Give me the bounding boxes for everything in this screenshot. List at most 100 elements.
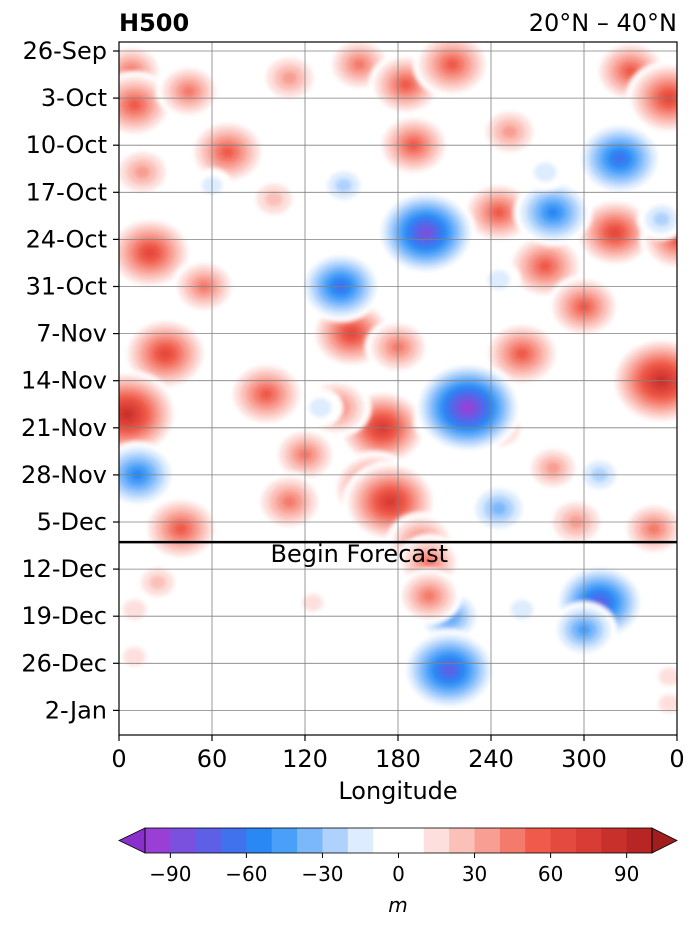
- y-tick-label: 5-Dec: [37, 508, 107, 536]
- x-axis: 0 60 120 180 240 300 0: [111, 735, 685, 773]
- colorbar-tick-label: −60: [225, 862, 267, 886]
- colorbar-swatch: [246, 828, 273, 853]
- colorbar-tick-label: 0: [392, 862, 405, 886]
- plot-area: [119, 42, 677, 735]
- title-right: 20°N – 40°N: [529, 9, 677, 37]
- x-tick-label: 240: [468, 745, 514, 773]
- anomaly-contour: [384, 496, 397, 507]
- colorbar-swatch: [145, 828, 171, 853]
- anomaly-contour: [501, 125, 518, 139]
- anomaly-cell: [499, 590, 545, 629]
- y-tick-label: 3-Oct: [41, 84, 107, 112]
- anomaly-contour: [534, 162, 557, 182]
- anomaly-contour: [492, 207, 505, 218]
- anomaly-contour: [221, 146, 234, 158]
- anomaly-contour: [658, 694, 677, 713]
- colorbar-swatch: [423, 828, 450, 853]
- anomaly-contour: [420, 227, 432, 238]
- colorbar-label: m: [388, 893, 407, 917]
- anomaly-contour: [128, 99, 141, 111]
- anomaly-contour: [282, 495, 297, 508]
- colorbar-tick-label: 90: [614, 862, 639, 886]
- anomaly-cell: [319, 164, 369, 207]
- colorbar-swatch: [525, 828, 552, 853]
- colorbar-swatch: [347, 828, 374, 853]
- anomaly-contour: [443, 664, 456, 676]
- colorbar-ticks: −90 −60 −30 0 30 60 90: [149, 853, 639, 886]
- anomaly-contour: [352, 58, 366, 71]
- anomaly-cell: [278, 640, 317, 673]
- colorbar-swatch: [297, 828, 323, 853]
- anomaly-contour: [159, 348, 172, 360]
- colorbar-swatch: [271, 828, 298, 853]
- anomaly-contour: [491, 501, 507, 516]
- x-tick-label: 60: [197, 745, 228, 773]
- anomaly-cell: [158, 660, 197, 694]
- colorbar-swatch: [195, 828, 222, 853]
- y-tick-label: 28-Nov: [21, 461, 107, 489]
- anomaly-contour: [143, 247, 157, 259]
- anomaly-cell: [522, 152, 568, 192]
- colorbar-swatch: [449, 828, 476, 853]
- title-left: H500: [119, 9, 189, 37]
- anomaly-contour: [149, 575, 166, 590]
- colorbar-extend-max: [651, 827, 678, 854]
- y-tick-label: 14-Nov: [21, 367, 107, 395]
- anomaly-cell: [482, 320, 562, 388]
- anomaly-contour: [120, 409, 133, 420]
- anomaly-contour: [422, 590, 436, 602]
- x-tick-label: 180: [375, 745, 421, 773]
- anomaly-cell: [506, 232, 585, 300]
- anomaly-contour: [399, 79, 412, 90]
- anomaly-contour: [265, 191, 283, 207]
- anomaly-cell: [413, 361, 522, 454]
- x-axis-label: Longitude: [338, 777, 457, 805]
- x-tick-label: 0: [669, 745, 684, 773]
- anomaly-cell: [396, 567, 462, 625]
- colorbar-swatch: [373, 828, 425, 853]
- anomaly-cell: [155, 63, 222, 120]
- anomaly-cell: [573, 197, 657, 269]
- anomaly-cell: [524, 443, 582, 493]
- anomaly-contour: [182, 85, 196, 97]
- colorbar: [118, 827, 678, 854]
- anomaly-cell: [292, 585, 334, 621]
- anomaly-cell: [227, 360, 306, 428]
- anomaly-contour: [158, 660, 197, 694]
- anomaly-cell: [376, 190, 476, 276]
- colorbar-tick-label: −90: [149, 862, 191, 886]
- anomaly-contour: [546, 206, 560, 219]
- anomaly-contour: [174, 523, 188, 535]
- anomaly-contour: [545, 461, 561, 475]
- y-tick-label: 17-Oct: [26, 178, 107, 206]
- anomaly-contour: [647, 523, 661, 535]
- anomaly-cell: [478, 105, 541, 159]
- colorbar-tick-label: 30: [462, 862, 487, 886]
- anomaly-contour: [487, 270, 510, 290]
- colorbar-swatch: [221, 828, 247, 853]
- anomaly-contour: [335, 178, 352, 193]
- anomaly-contour: [122, 599, 147, 620]
- anomaly-contour: [609, 227, 621, 238]
- colorbar-swatch: [474, 828, 501, 853]
- anomaly-cell: [254, 471, 325, 532]
- anomaly-contour: [309, 398, 332, 418]
- y-tick-label: 26-Dec: [21, 649, 107, 677]
- colorbar-swatch: [322, 828, 349, 853]
- anomaly-contour: [515, 348, 529, 360]
- anomaly-contour: [653, 212, 670, 227]
- anomaly-contour: [624, 65, 637, 77]
- anomaly-contour: [134, 165, 150, 179]
- anomaly-cell: [647, 685, 677, 723]
- anomaly-contour: [278, 640, 317, 673]
- anomaly-contour: [422, 556, 436, 568]
- colorbar-swatch: [170, 828, 197, 853]
- anomaly-cell: [119, 369, 179, 459]
- anomaly-cell: [401, 629, 497, 711]
- x-tick-label: 300: [561, 745, 607, 773]
- anomaly-cell: [119, 215, 194, 291]
- anomaly-cell: [576, 121, 664, 196]
- colorbar-extend-min: [118, 827, 146, 854]
- anomaly-cell: [476, 260, 522, 299]
